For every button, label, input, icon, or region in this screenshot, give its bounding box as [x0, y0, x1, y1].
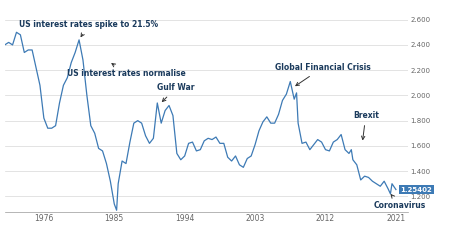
Text: 1.25402: 1.25402	[401, 187, 432, 192]
Text: US interest rates normalise: US interest rates normalise	[67, 63, 186, 78]
Text: Global Financial Crisis: Global Financial Crisis	[274, 63, 370, 86]
Text: Brexit: Brexit	[353, 111, 379, 140]
Text: US interest rates spike to 21.5%: US interest rates spike to 21.5%	[19, 20, 158, 37]
Text: Gulf War: Gulf War	[157, 83, 195, 102]
Text: Coronavirus: Coronavirus	[374, 195, 426, 210]
